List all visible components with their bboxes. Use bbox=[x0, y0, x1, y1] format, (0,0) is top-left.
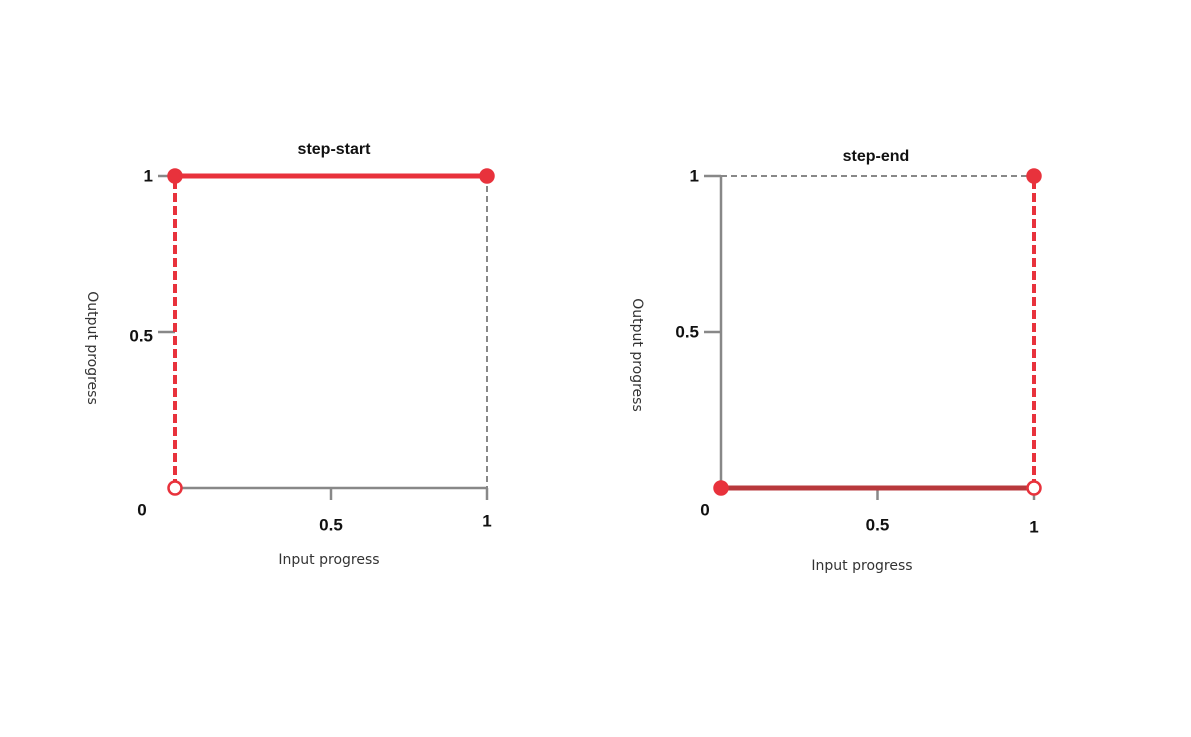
point bbox=[713, 480, 729, 496]
x-axis-label: Input progress bbox=[278, 552, 379, 568]
x-tick-label: 1 bbox=[1029, 517, 1038, 536]
y-tick-label: 1 bbox=[690, 166, 699, 185]
y-tick-label: 0.5 bbox=[129, 326, 153, 345]
x-tick-label: 0.5 bbox=[319, 515, 343, 534]
point bbox=[167, 168, 183, 184]
point bbox=[479, 168, 495, 184]
y-tick-label: 0 bbox=[700, 500, 709, 519]
x-tick-label: 0.5 bbox=[866, 515, 890, 534]
chart-title: step-start bbox=[298, 141, 372, 158]
y-axis-label: Output progress bbox=[629, 298, 645, 412]
x-tick-label: 1 bbox=[482, 511, 491, 530]
x-axis-label: Input progress bbox=[811, 558, 912, 574]
y-tick-label: 1 bbox=[144, 166, 153, 185]
chart-title: step-end bbox=[843, 148, 910, 165]
y-tick-label: 0 bbox=[137, 500, 146, 519]
open-point bbox=[167, 480, 183, 496]
point bbox=[1026, 168, 1042, 184]
open-point bbox=[1026, 480, 1042, 496]
y-tick-label: 0.5 bbox=[675, 322, 699, 341]
y-axis-label: Output progress bbox=[84, 291, 100, 405]
